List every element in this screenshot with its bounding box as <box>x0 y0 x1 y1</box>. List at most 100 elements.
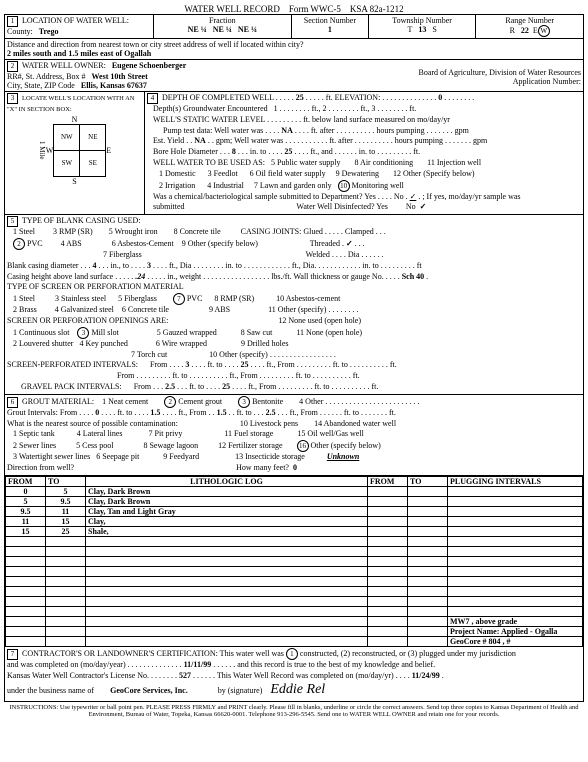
disinf: Water Well Disinfected? Yes <box>296 202 387 211</box>
s3: 3 Stainless steel <box>55 294 106 303</box>
s2-c-lbl: City, State, ZIP Code <box>7 81 75 90</box>
page: WATER WELL RECORD Form WWC-5 KSA 82a-121… <box>4 4 584 718</box>
table-row: 59.5Clay, Dark Brown <box>6 496 583 506</box>
s6-lbl: GROUT MATERIAL: <box>22 397 94 406</box>
n15: 15 Oil well/Gas well <box>297 429 363 438</box>
n4: 4 Lateral lines <box>77 429 123 438</box>
o9: 9 Drilled holes <box>241 339 289 348</box>
sch: Sch 40 <box>402 272 424 281</box>
s3-mile: 1 Mile <box>38 141 46 159</box>
s2-c: Ellis, Kansas 67637 <box>81 81 147 90</box>
n5: 5 Cess pool <box>76 441 113 450</box>
welded: Welded <box>306 250 330 259</box>
s7-lbl: CONTRACTOR'S OR LANDOWNER'S CERTIFICATIO… <box>22 649 284 658</box>
s2: 2 Brass <box>13 305 37 314</box>
c7: 7 Fiberglass <box>103 250 142 259</box>
na1: NA <box>281 126 293 135</box>
by: by (signature) <box>218 686 263 695</box>
tw: 13 <box>418 25 426 34</box>
swl: WELL'S STATIC WATER LEVEL <box>153 115 265 124</box>
lbs: lbs./ft. Wall thickness or gauge No. <box>271 272 384 281</box>
s6: 6 Concrete tile <box>122 305 169 314</box>
ne: NE <box>80 125 105 151</box>
c1: 1 Steel <box>13 227 35 236</box>
nochk2 <box>420 202 427 211</box>
s9: 9 ABS <box>209 305 230 314</box>
s4-e: 0 <box>438 93 442 102</box>
n14: 14 Abandoned water well <box>314 419 396 428</box>
table-row <box>6 566 583 576</box>
spif: 3 <box>185 360 189 369</box>
table-row: 9.511Clay, Tan and Light Gray <box>6 506 583 516</box>
o8: 8 Saw cut <box>241 328 273 337</box>
spi: SCREEN-PERFORATED INTERVALS: <box>7 360 138 369</box>
table-row: 05Clay, Dark Brown <box>6 486 583 496</box>
c3: 3 RMP (SR) <box>53 227 93 236</box>
c4: 4 ABS <box>61 239 82 248</box>
into2: in. to <box>359 147 375 156</box>
sec1-dist: Distance and direction from nearest town… <box>5 39 583 60</box>
gw3: ft., 3 <box>361 104 376 113</box>
hp1: hours pumping <box>376 126 424 135</box>
thr: Threaded <box>310 239 340 248</box>
o4: 4 Key punched <box>79 339 127 348</box>
table-row: MW7 , above grade <box>6 616 583 626</box>
sec1-header: 1 LOCATION OF WATER WELL: County: Trego … <box>5 15 583 39</box>
ftf3: ft., From <box>178 408 206 417</box>
tw-t: T <box>407 25 412 34</box>
s2-lbl: WATER WELL OWNER: <box>22 61 106 70</box>
gif: 0 <box>95 408 99 417</box>
s11: 11 Other (specify) <box>268 305 326 314</box>
c2c: 2 <box>13 238 25 250</box>
ey2: gpm; Well water was <box>216 136 283 145</box>
num7: 7 <box>7 649 18 660</box>
ftand: ft., and <box>310 147 332 156</box>
d2: 11/24/99 <box>412 671 440 680</box>
dir: Direction from well? <box>7 463 74 472</box>
busname: GeoCore Services, Inc. <box>110 686 188 695</box>
table-row <box>6 576 583 586</box>
s10: 10 Asbestos-cement <box>276 294 340 303</box>
sub: submitted <box>153 202 185 211</box>
ftf1: ft., From <box>266 360 294 369</box>
o10: 10 Other (specify) <box>209 350 268 359</box>
s3-s: S <box>72 177 76 186</box>
num4: 4 <box>147 93 158 104</box>
num5: 5 <box>7 216 18 227</box>
u2: 2 Irrigation <box>159 181 195 190</box>
f1: NE ¼ <box>188 25 207 34</box>
g1: 1 Neat cement <box>102 397 148 406</box>
na2: NA <box>194 136 206 145</box>
inw: in., weight <box>167 272 201 281</box>
s4-elbl: ft. ELEVATION: <box>326 93 381 102</box>
g3c: 3 <box>238 396 250 408</box>
title: WATER WELL RECORD <box>184 4 280 14</box>
sec6: 6 GROUT MATERIAL: 1 Neat cement 2 Cement… <box>5 395 583 476</box>
ft2: ft <box>417 261 422 270</box>
into1: in. to <box>250 147 266 156</box>
gpm2: gpm <box>473 136 487 145</box>
s12: 12 None used (open hole) <box>278 316 361 325</box>
form: Form WWC-5 <box>289 4 341 14</box>
gi: Grout Intervals: From <box>7 408 77 417</box>
c8: 8 Concrete tile <box>174 227 221 236</box>
comp: and was completed on (mo/day/year) <box>7 660 126 669</box>
lithologic-table: FROM TO LITHOLOGIC LOG FROM TO PLUGGING … <box>5 476 583 647</box>
title-row: WATER WELL RECORD Form WWC-5 KSA 82a-121… <box>4 4 584 14</box>
s5: 5 Fiberglass <box>118 294 157 303</box>
bcd: Blank casing diameter <box>7 261 79 270</box>
s1-lbl: LOCATION OF WATER WELL: <box>22 16 129 25</box>
d1: 11/11/99 <box>184 660 212 669</box>
n7: 7 Pit privy <box>149 429 183 438</box>
ftdia: ft., Dia <box>169 261 191 270</box>
appnum: Application Number: <box>513 77 581 86</box>
sec2: 2 WATER WELL OWNER: Eugene Schoenberger … <box>5 60 583 92</box>
gif2: 1.5 <box>217 408 227 417</box>
ft1: ft. <box>413 147 420 156</box>
ftto1: ft. to <box>207 360 222 369</box>
num3: 3 <box>7 93 18 104</box>
ksa: KSA 82a-1212 <box>350 4 404 14</box>
from2: From <box>134 382 151 391</box>
g2: Cement grout <box>178 397 222 406</box>
s7c: 7 <box>173 293 185 305</box>
